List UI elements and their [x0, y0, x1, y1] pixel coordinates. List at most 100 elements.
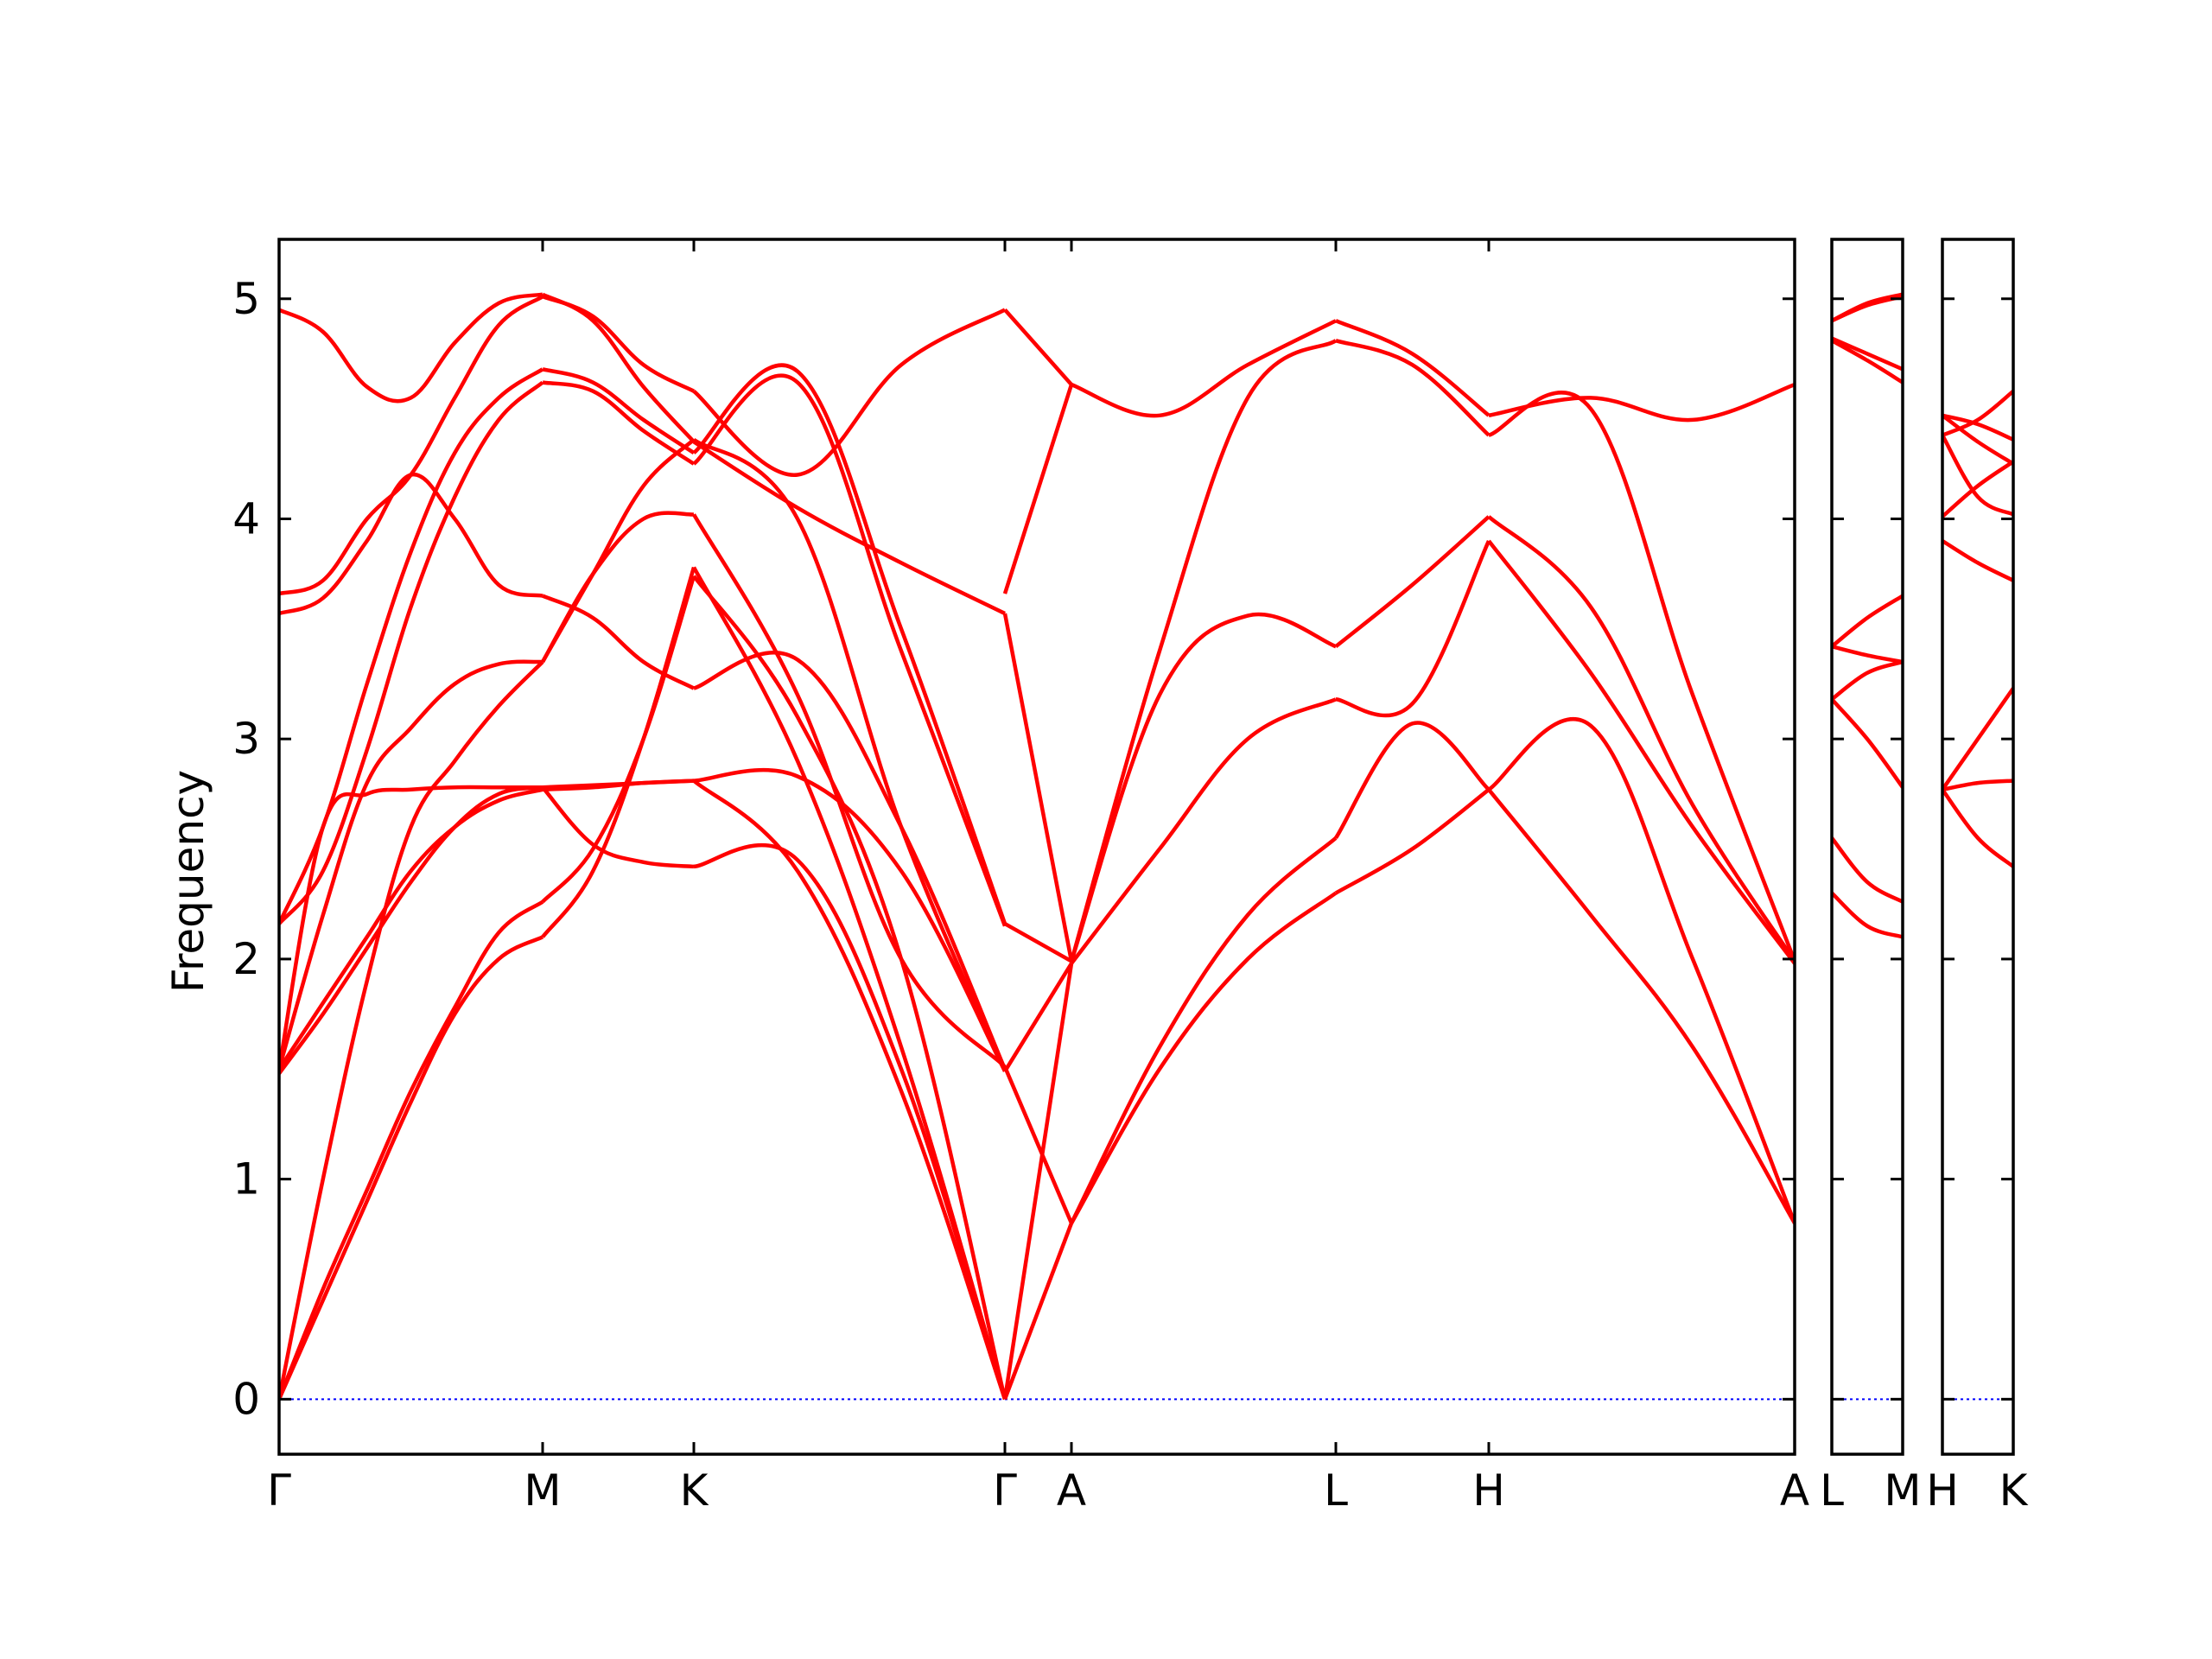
band-line: [541, 785, 695, 869]
band-line: [1335, 540, 1491, 718]
band-line: [1832, 292, 1903, 323]
band-line: [693, 651, 1007, 1071]
x-tick-label: Γ: [993, 1465, 1017, 1516]
band-line: [1070, 891, 1338, 1224]
band-line: [1832, 594, 1903, 648]
band-line: [1335, 339, 1491, 437]
band-line: [692, 779, 1007, 1401]
band-line: [1832, 697, 1903, 789]
band-line: [1488, 391, 1795, 963]
panel-frame: [277, 238, 1796, 1456]
band-line: [1002, 963, 1074, 1400]
band-line: [1334, 721, 1491, 840]
bands-group: [1832, 292, 1903, 939]
band-line: [1002, 384, 1074, 594]
band-line: [1334, 515, 1491, 648]
band-line: [693, 767, 1007, 1072]
band-line: [541, 292, 696, 443]
band-line: [1487, 539, 1795, 965]
y-tick-label: 3: [232, 714, 260, 764]
band-line: [1942, 539, 2013, 582]
band-line: [279, 367, 544, 925]
band-line: [1832, 339, 1903, 385]
band-line: [1488, 382, 1795, 423]
band-line: [1334, 788, 1491, 895]
x-tick-label: L: [1820, 1465, 1844, 1516]
x-tick-label: A: [1780, 1465, 1809, 1516]
band-line: [1071, 319, 1338, 418]
x-tick-label: A: [1057, 1465, 1086, 1516]
panel-frame: [1941, 238, 2015, 1456]
x-tick-label: Γ: [267, 1465, 291, 1516]
band-line: [1832, 891, 1903, 939]
band-line: [279, 380, 544, 925]
band-line: [279, 899, 544, 1401]
x-tick-label: L: [1324, 1465, 1348, 1516]
band-line: [1003, 962, 1073, 1072]
y-tick-label: 1: [232, 1154, 260, 1205]
band-line: [692, 363, 1007, 925]
band-line: [692, 373, 1007, 927]
x-tick-label: H: [1926, 1465, 1959, 1516]
band-line: [692, 513, 1007, 1069]
band-line: [541, 438, 696, 664]
band-line: [541, 575, 696, 904]
band-line: [1942, 389, 2013, 437]
band-line: [692, 566, 1007, 1400]
band-line: [1003, 922, 1073, 963]
x-tick-label: K: [680, 1465, 709, 1516]
y-tick-label: 0: [232, 1374, 260, 1424]
band-line: [1070, 697, 1337, 965]
band-line: [1832, 645, 1903, 664]
x-tick-label: H: [1472, 1465, 1505, 1516]
band-line: [1832, 836, 1903, 904]
band-line: [542, 380, 696, 466]
band-line: [279, 660, 544, 1400]
y-tick-label: 2: [232, 934, 260, 984]
band-line: [1069, 339, 1338, 963]
band-line: [693, 842, 1007, 1400]
band-line: [542, 779, 695, 790]
band-line: [542, 594, 696, 690]
band-line: [1069, 836, 1338, 1224]
x-tick-label: M: [524, 1465, 561, 1516]
band-line: [692, 575, 1007, 1400]
band-line: [692, 437, 1007, 1072]
band-line: [279, 785, 543, 1075]
band-line: [1487, 788, 1795, 1224]
panel-frame: [1830, 238, 1904, 1456]
band-line: [279, 295, 544, 596]
band-line: [1487, 716, 1795, 1224]
band-line: [1002, 613, 1074, 962]
bands-group: [1942, 389, 2013, 868]
band-line: [1942, 779, 2013, 792]
band-line: [542, 367, 696, 454]
band-line: [1942, 413, 2013, 466]
band-line: [1002, 1222, 1074, 1401]
y-tick-label: 4: [232, 493, 260, 543]
band-line: [1003, 308, 1073, 386]
band-line: [1942, 434, 2013, 517]
band-line: [1832, 659, 1903, 702]
band-line: [1832, 336, 1903, 372]
band-line: [1335, 319, 1491, 417]
band-line: [279, 935, 544, 1401]
band-line: [1942, 413, 2013, 442]
y-axis-label: Frequency: [163, 770, 213, 993]
band-line: [692, 308, 1007, 477]
band-line: [279, 472, 543, 616]
band-line: [1942, 788, 2013, 868]
band-line: [542, 295, 696, 393]
band-line: [692, 440, 1006, 616]
band-line: [279, 787, 543, 1071]
band-line: [279, 659, 543, 1070]
x-tick-label: K: [1999, 1465, 2029, 1516]
bands-group: [279, 292, 1795, 1401]
band-line: [1942, 687, 2013, 791]
y-tick-label: 5: [232, 274, 260, 324]
band-line: [279, 292, 543, 404]
